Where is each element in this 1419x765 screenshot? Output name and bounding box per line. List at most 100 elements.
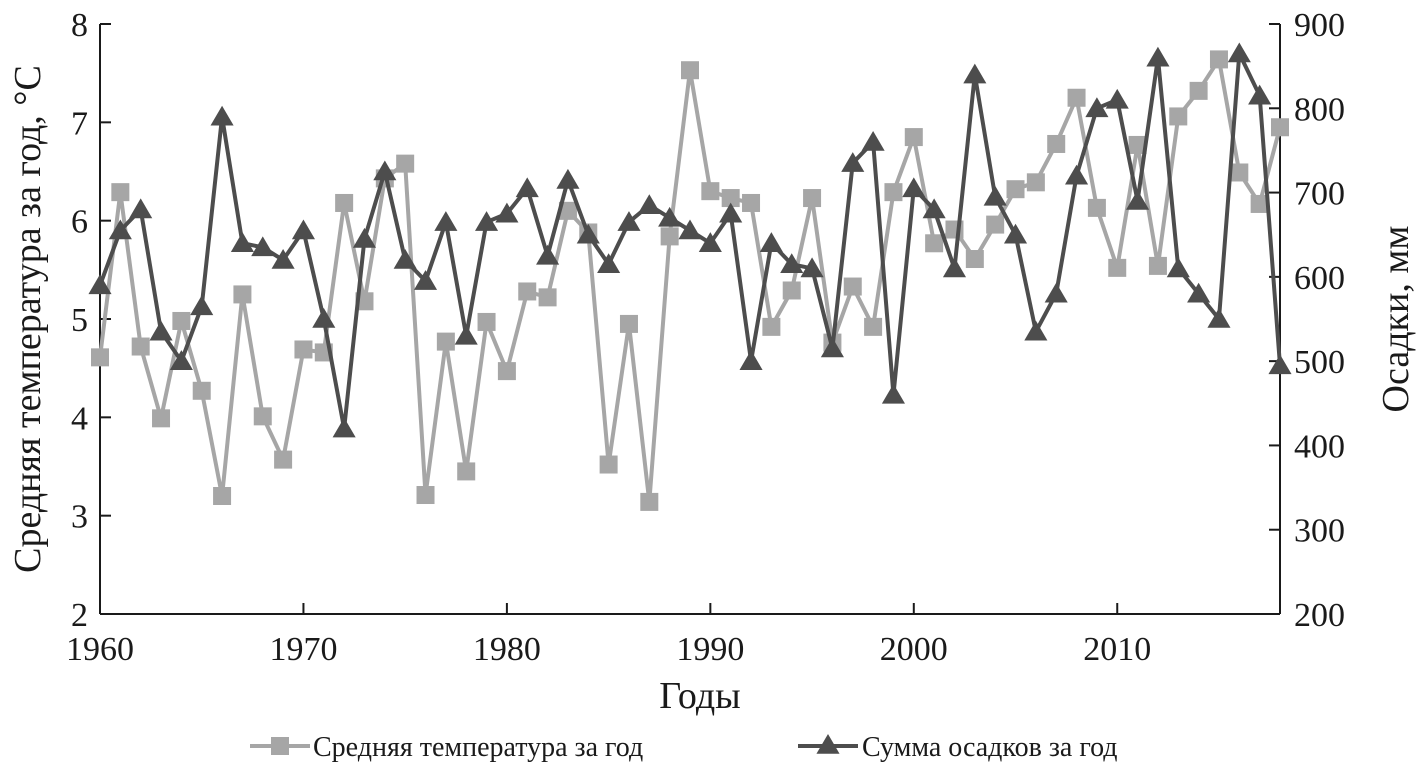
right-y-axis-title: Осадки, мм (1375, 226, 1417, 413)
legend-marker-precipitation (816, 734, 840, 754)
x-axis-title: Годы (659, 675, 740, 717)
data-point-temperature (843, 277, 862, 296)
data-point-temperature (1271, 118, 1289, 137)
left-y-tick-label: 7 (71, 105, 88, 142)
x-tick-label: 2000 (880, 631, 948, 668)
data-point-precipitation (861, 131, 885, 151)
data-point-precipitation (902, 177, 926, 198)
right-y-tick-label: 500 (1294, 344, 1345, 381)
data-point-temperature (742, 193, 761, 212)
x-tick-label: 1990 (676, 631, 744, 668)
data-point-precipitation (1024, 320, 1048, 341)
data-point-precipitation (881, 383, 905, 404)
right-y-tick-label: 800 (1294, 91, 1345, 128)
data-point-temperature (1067, 88, 1086, 107)
data-point-temperature (965, 250, 984, 269)
data-point-temperature (457, 462, 476, 481)
data-point-temperature (640, 492, 659, 511)
data-point-precipitation (515, 177, 539, 198)
data-point-precipitation (352, 227, 377, 248)
data-point-temperature (253, 407, 272, 426)
data-point-temperature (436, 332, 455, 351)
data-point-temperature (1128, 135, 1147, 154)
data-point-precipitation (454, 324, 478, 345)
data-point-temperature (1006, 180, 1025, 199)
data-point-temperature (1148, 256, 1167, 275)
data-point-precipitation (1044, 282, 1068, 303)
data-point-temperature (681, 61, 699, 80)
data-point-temperature (1209, 50, 1228, 69)
data-point-temperature (1250, 194, 1269, 213)
data-point-precipitation (983, 185, 1007, 206)
data-point-temperature (497, 362, 516, 381)
data-point-temperature (904, 128, 923, 147)
data-point-temperature (619, 314, 638, 333)
data-point-precipitation (413, 270, 438, 290)
data-point-temperature (538, 288, 557, 307)
data-point-temperature (274, 450, 293, 469)
data-point-precipitation (1085, 97, 1109, 118)
data-point-precipitation (312, 308, 336, 328)
right-y-tick-label: 300 (1294, 513, 1345, 550)
data-point-temperature (396, 154, 415, 173)
data-point-precipitation (841, 152, 865, 172)
data-point-temperature (152, 409, 171, 428)
legend-marker-temperature (271, 737, 289, 755)
data-point-precipitation (434, 211, 458, 231)
left-y-tick-label: 5 (71, 302, 88, 339)
data-point-temperature (233, 285, 252, 304)
data-point-temperature (762, 317, 781, 336)
left-y-tick-label: 4 (71, 400, 88, 437)
data-point-precipitation (780, 253, 804, 274)
data-point-precipitation (922, 198, 946, 219)
data-point-temperature (558, 201, 577, 220)
x-tick-label: 1980 (473, 631, 541, 668)
data-point-precipitation (271, 249, 295, 269)
data-point-precipitation (556, 168, 580, 189)
data-point-temperature (477, 312, 496, 331)
data-point-precipitation (88, 274, 112, 295)
data-point-precipitation (678, 219, 702, 240)
data-point-precipitation (1207, 308, 1231, 328)
data-point-precipitation (963, 63, 987, 84)
data-point-temperature (1108, 258, 1127, 277)
data-point-precipitation (291, 219, 315, 240)
data-point-temperature (721, 189, 740, 208)
data-point-precipitation (1268, 354, 1292, 375)
left-y-axis-title: Средняя температура за год, °C (7, 65, 49, 573)
left-y-tick-label: 6 (71, 204, 88, 241)
data-point-temperature (131, 337, 150, 356)
data-point-temperature (213, 487, 232, 505)
data-point-temperature (884, 183, 903, 202)
data-point-precipitation (149, 320, 173, 341)
data-point-temperature (1087, 198, 1106, 217)
legend-label-precipitation: Сумма осадков за год (862, 732, 1118, 763)
data-point-temperature (782, 281, 801, 300)
legend-item-precipitation: Сумма осадков за год (798, 732, 1118, 763)
legend-label-temperature: Средняя температура за год (313, 732, 643, 763)
data-point-precipitation (475, 211, 499, 231)
data-point-precipitation (759, 232, 783, 252)
data-point-temperature (111, 183, 130, 202)
data-point-precipitation (1187, 282, 1211, 303)
data-point-precipitation (942, 257, 967, 278)
right-y-tick-label: 400 (1294, 428, 1345, 465)
data-point-temperature (925, 234, 944, 253)
data-point-precipitation (719, 202, 743, 223)
data-point-precipitation (495, 202, 519, 223)
data-point-precipitation (190, 295, 214, 316)
data-point-temperature (1230, 163, 1249, 182)
data-point-precipitation (800, 257, 824, 278)
data-point-precipitation (1105, 88, 1129, 109)
data-point-precipitation (373, 160, 397, 181)
data-point-temperature (335, 193, 354, 212)
series-layer (88, 42, 1292, 511)
right-y-tick-label: 700 (1294, 176, 1345, 213)
data-point-precipitation (820, 337, 844, 358)
data-point-temperature (599, 455, 618, 474)
data-point-temperature (1169, 107, 1188, 126)
data-point-precipitation (210, 105, 234, 126)
legend-item-temperature: Средняя температура за год (250, 732, 643, 763)
data-point-temperature (1189, 81, 1208, 100)
data-point-temperature (1026, 173, 1045, 192)
